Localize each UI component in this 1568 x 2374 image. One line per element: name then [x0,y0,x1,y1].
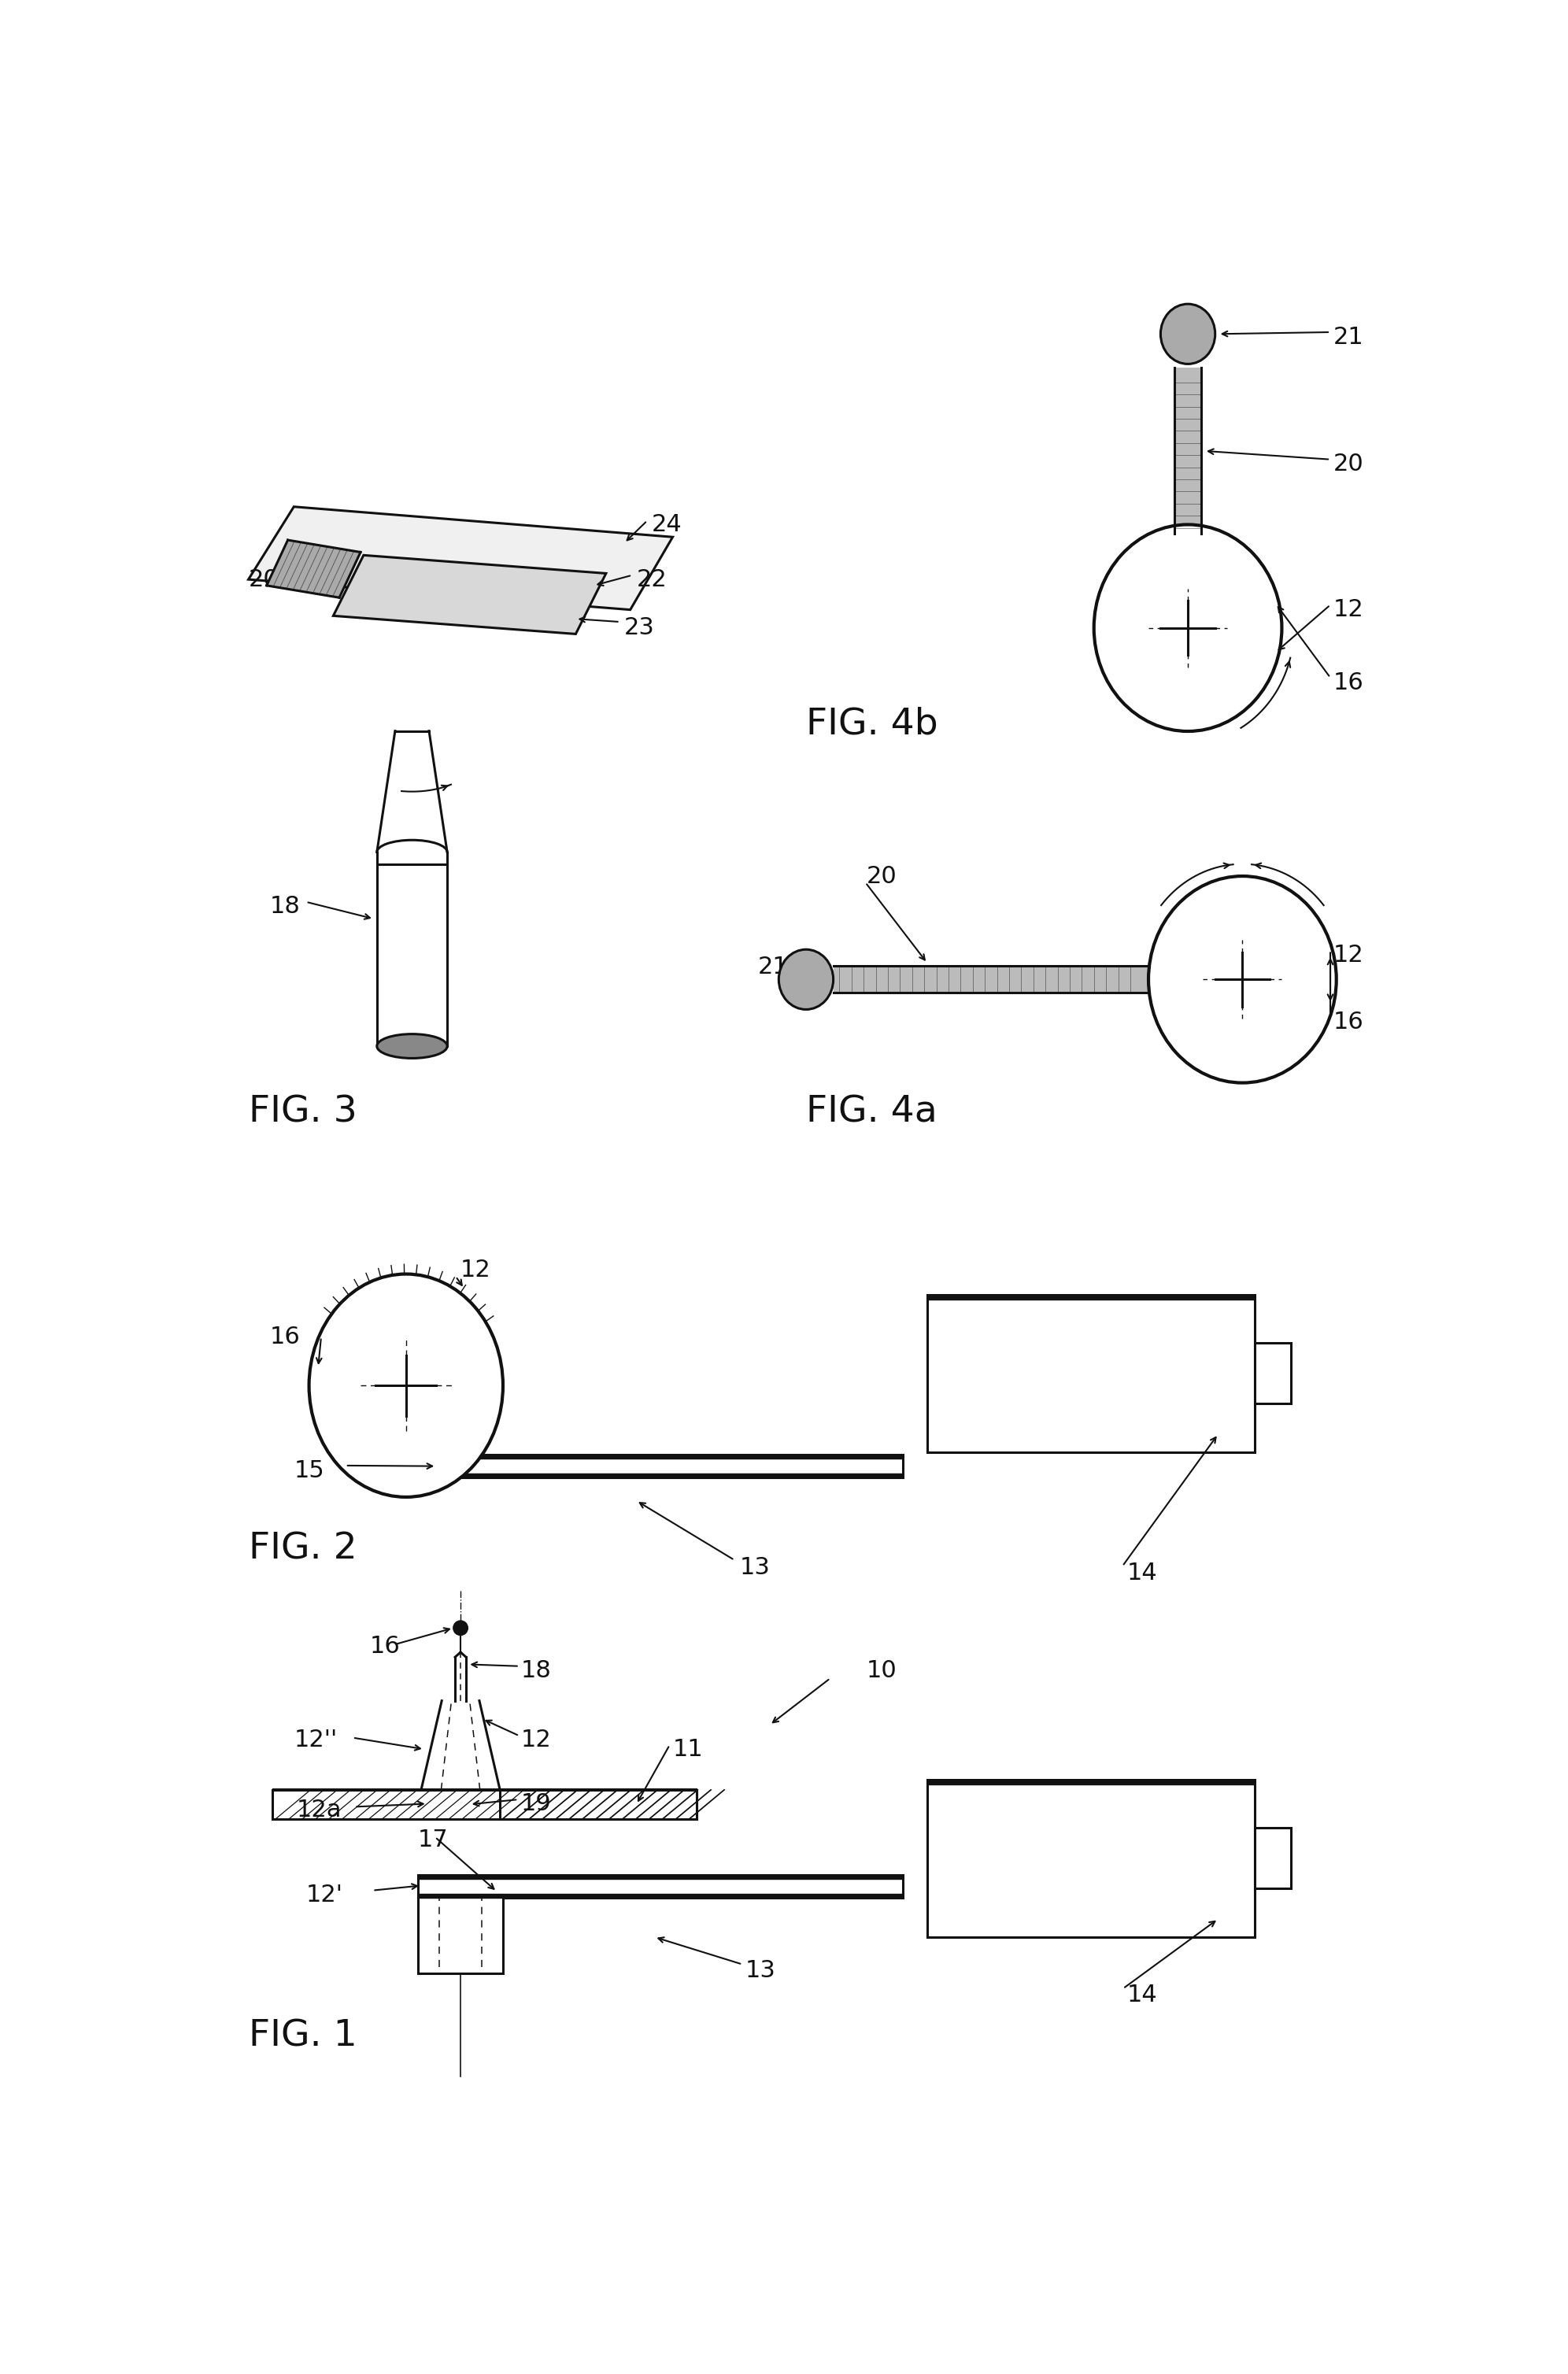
Text: 12a: 12a [296,1799,342,1821]
Bar [273,1790,696,1818]
Text: 10: 10 [867,1659,897,1681]
Bar [419,1875,903,1897]
Text: FIG. 1: FIG. 1 [248,2018,358,2054]
Bar [927,1780,1254,1937]
Text: 15: 15 [293,1460,325,1481]
Text: 19: 19 [521,1792,552,1816]
Text: 14: 14 [1127,1562,1157,1586]
Text: 24: 24 [651,513,682,537]
Ellipse shape [1094,525,1281,731]
Text: 14: 14 [1127,1982,1157,2006]
Text: 12: 12 [521,1728,552,1752]
Bar [500,1790,696,1818]
Text: 23: 23 [624,617,655,639]
Text: 12'': 12'' [293,1728,337,1752]
Text: 20: 20 [1333,453,1364,475]
Text: 20: 20 [867,864,897,888]
Text: 13: 13 [740,1555,770,1579]
Text: 18: 18 [270,895,299,919]
Bar [1254,1828,1290,1890]
Polygon shape [248,506,673,610]
Text: 16: 16 [1333,672,1364,693]
Text: 17: 17 [419,1828,448,1852]
Text: 16: 16 [370,1636,400,1657]
Text: 12: 12 [461,1258,491,1282]
Ellipse shape [376,1035,447,1059]
Ellipse shape [1148,876,1336,1083]
Text: FIG. 4a: FIG. 4a [806,1094,938,1130]
Polygon shape [334,556,605,634]
Text: 16: 16 [1333,1011,1364,1033]
Text: 13: 13 [745,1959,776,1982]
Ellipse shape [779,950,833,1009]
Text: 16: 16 [270,1325,299,1348]
Text: FIG. 4b: FIG. 4b [806,707,938,743]
Ellipse shape [309,1275,503,1498]
Bar [406,1455,903,1477]
Bar [1254,1344,1290,1403]
Text: 12': 12' [306,1883,343,1906]
Text: 21: 21 [1333,325,1364,349]
Text: 20: 20 [248,567,279,591]
Bar [419,1894,503,1973]
Ellipse shape [1160,304,1215,363]
Text: 11: 11 [673,1738,702,1762]
Text: 18: 18 [521,1659,552,1681]
Text: FIG. 3: FIG. 3 [248,1094,358,1130]
Circle shape [453,1621,467,1636]
Text: 12: 12 [1333,945,1364,966]
Polygon shape [267,539,361,598]
Text: FIG. 2: FIG. 2 [248,1531,358,1567]
Text: 12: 12 [1333,598,1364,622]
Bar [927,1294,1254,1453]
Text: 22: 22 [637,567,666,591]
Text: 21: 21 [757,957,789,978]
